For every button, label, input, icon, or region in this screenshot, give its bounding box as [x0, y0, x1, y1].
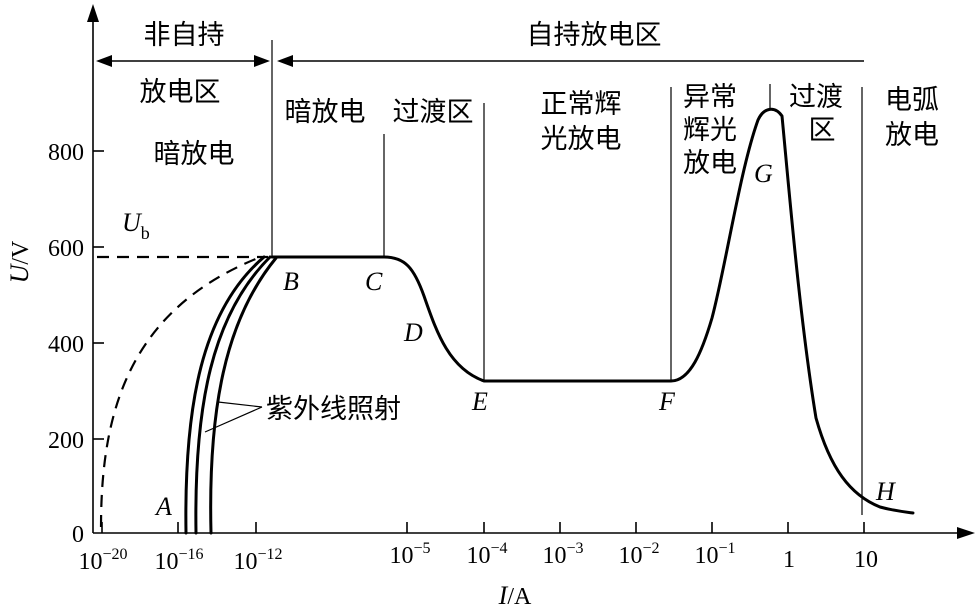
- uv-pointer-2: [217, 401, 263, 408]
- y-ticks: [93, 150, 104, 440]
- x-tick-1e-2: 10−2: [618, 540, 659, 569]
- uv-curve-2: [194, 255, 272, 535]
- breakdown-voltage-label: Ub: [122, 208, 150, 243]
- self-sustained-span: [277, 55, 864, 67]
- transition-1-label: 过渡区: [393, 97, 474, 128]
- point-g: G: [754, 159, 773, 188]
- transition-2-label-1: 过渡: [789, 82, 843, 113]
- point-h: H: [875, 477, 896, 506]
- y-tick-0: 0: [72, 522, 84, 548]
- uv-pointer-1: [204, 406, 263, 433]
- y-tick-200: 200: [48, 428, 84, 454]
- point-b: B: [283, 267, 299, 296]
- transition-2-label-2: 区: [809, 115, 836, 146]
- abnormal-glow-label-3: 放电: [683, 148, 737, 179]
- uv-curve-3: [209, 256, 278, 535]
- abnormal-glow-label-2: 辉光: [683, 115, 737, 146]
- uv-curve-1: [184, 255, 266, 535]
- arc-discharge-label-2: 放电: [885, 120, 939, 151]
- y-axis-arrow: [87, 4, 99, 22]
- non-self-sustained-label-1: 非自持: [144, 20, 225, 51]
- y-axis-label: U/V: [5, 240, 34, 283]
- x-tick-1e-3: 10−3: [542, 540, 583, 569]
- x-tick-10: 10: [854, 547, 878, 573]
- point-e: E: [471, 387, 488, 416]
- dark-discharge-label: 暗放电: [285, 97, 366, 128]
- non-self-sustained-span: [96, 55, 270, 67]
- uv-label: 紫外线照射: [266, 394, 401, 425]
- main-discharge-curve: [270, 107, 915, 515]
- x-tick-1e-12: 10−12: [233, 546, 282, 575]
- non-self-sustained-label-2: 放电区: [140, 77, 221, 108]
- no-uv-dashed-curve: [99, 256, 259, 528]
- point-d: D: [403, 318, 423, 347]
- point-a: A: [154, 492, 172, 521]
- point-c: C: [365, 267, 383, 296]
- point-f: F: [658, 387, 676, 416]
- x-tick-1e-1: 10−1: [694, 540, 735, 569]
- y-tick-600: 600: [48, 236, 84, 262]
- x-axis-arrow: [957, 527, 975, 539]
- x-tick-1e-16: 10−16: [154, 546, 203, 575]
- dark-discharge-left-label: 暗放电: [154, 139, 235, 170]
- x-ticks: [101, 522, 865, 533]
- x-tick-1e-5: 10−5: [389, 540, 430, 569]
- arc-discharge-label-1: 电弧: [885, 85, 939, 116]
- normal-glow-label-1: 正常辉: [541, 89, 622, 120]
- y-tick-400: 400: [48, 332, 84, 358]
- x-tick-1e-20: 10−20: [78, 546, 127, 575]
- x-axis-label: I/A: [498, 581, 532, 610]
- normal-glow-label-2: 光放电: [541, 124, 622, 155]
- x-tick-1: 1: [783, 547, 795, 573]
- x-tick-1e-4: 10−4: [466, 540, 507, 569]
- y-tick-800: 800: [48, 140, 84, 166]
- abnormal-glow-label-1: 异常: [683, 82, 737, 113]
- self-sustained-label: 自持放电区: [527, 20, 662, 51]
